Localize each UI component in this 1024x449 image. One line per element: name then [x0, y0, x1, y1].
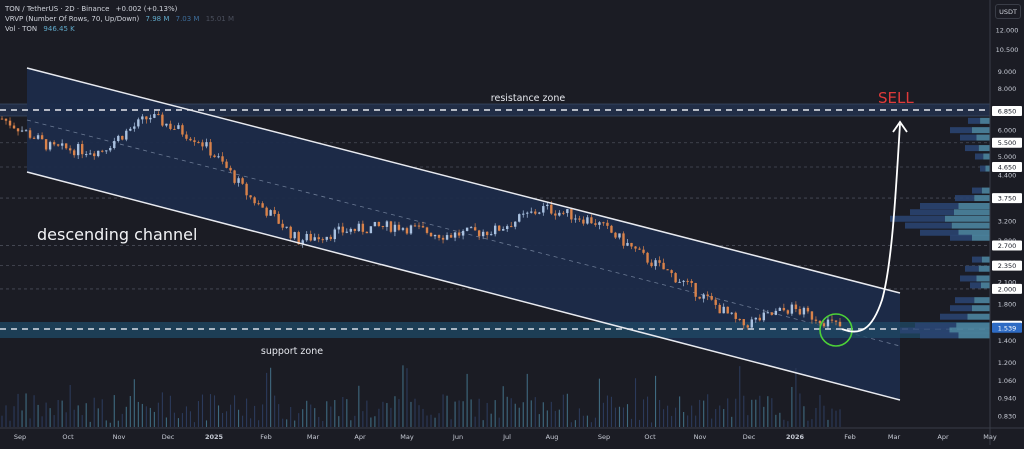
- price-tick-label: 10.500: [996, 46, 1019, 54]
- volume-bars: [1, 365, 841, 427]
- price-level-badge: 2.700: [998, 242, 1017, 250]
- price-tick-label: 5.000: [998, 153, 1017, 161]
- volume-value: 946.45 K: [43, 25, 75, 33]
- support-zone-label: support zone: [261, 346, 323, 357]
- price-level-badge: 3.750: [998, 195, 1017, 203]
- volume-profile: [890, 117, 990, 339]
- time-tick-label: Mar: [307, 433, 320, 441]
- time-tick-label: May: [983, 433, 997, 441]
- channel-lower-line[interactable]: [26, 171, 901, 401]
- price-tick-label: 12.000: [996, 27, 1019, 35]
- time-tick-label: 2025: [205, 433, 224, 441]
- arrow-head-icon: [892, 120, 908, 133]
- price-level-badge: 6.850: [998, 108, 1017, 116]
- time-tick-label: Apr: [354, 433, 366, 441]
- price-level-badge: 4.650: [998, 163, 1017, 171]
- time-tick-label: 2026: [786, 433, 805, 441]
- price-tick-label: 1.800: [998, 301, 1017, 309]
- price-tick-label: 1.200: [998, 359, 1017, 367]
- symbol-title: TON / TetherUS · 2D · Binance: [5, 5, 110, 13]
- projection-arrow[interactable]: [841, 123, 901, 333]
- price-tick-label: 1.400: [998, 337, 1017, 345]
- time-tick-label: Jul: [502, 433, 511, 441]
- price-tick-label: 9.000: [998, 68, 1017, 76]
- time-axis[interactable]: Sep Oct Nov Dec 2025 Feb Mar Apr May Jun Jul Aug Sep…: [14, 433, 997, 441]
- time-tick-label: Apr: [937, 433, 949, 441]
- candlesticks: [0, 110, 842, 330]
- price-axis[interactable]: 12.00010.5009.0008.0007.0006.0005.0004.4…: [992, 27, 1022, 421]
- price-level-badge: 2.350: [998, 262, 1017, 270]
- current-price-badge: 1.539: [998, 324, 1017, 332]
- price-tick-label: 6.000: [998, 127, 1017, 135]
- time-tick-label: May: [400, 433, 414, 441]
- time-tick-label: Sep: [598, 433, 610, 441]
- currency-button[interactable]: USDT: [995, 4, 1021, 19]
- vrvp-up-value: 7.98 M: [145, 15, 170, 23]
- price-tick-label: 2.100: [998, 278, 1017, 286]
- support-zone-band: [0, 322, 990, 338]
- symbol-row[interactable]: TON / TetherUS · 2D · Binance +0.002 (+0…: [5, 4, 234, 14]
- highlight-circle[interactable]: [819, 313, 853, 347]
- price-tick-label: 8.000: [998, 85, 1017, 93]
- price-tick-label: 1.060: [998, 377, 1017, 385]
- volume-label: Vol · TON: [5, 25, 38, 33]
- time-tick-label: Feb: [260, 433, 272, 441]
- sell-label: SELL: [878, 89, 914, 107]
- chart-legend: TON / TetherUS · 2D · Binance +0.002 (+0…: [5, 4, 234, 34]
- vrvp-down-value: 7.03 M: [175, 15, 200, 23]
- price-level-badge: 5.500: [998, 139, 1017, 147]
- vrvp-total-value: 15.01 M: [205, 15, 235, 23]
- resistance-zone-label: resistance zone: [491, 93, 566, 104]
- channel-upper-line[interactable]: [26, 67, 901, 294]
- time-tick-label: Nov: [694, 433, 707, 441]
- price-change: +0.002 (+0.13%): [115, 5, 178, 13]
- vrvp-row[interactable]: VRVP (Number Of Rows, 70, Up/Down) 7.98 …: [5, 14, 234, 24]
- time-tick-label: Oct: [644, 433, 656, 441]
- price-tick-label: 0.830: [998, 413, 1017, 421]
- time-tick-label: Jun: [452, 433, 463, 441]
- time-tick-label: Sep: [14, 433, 26, 441]
- price-level-badge: 2.000: [998, 285, 1017, 293]
- time-tick-label: Aug: [546, 433, 559, 441]
- price-tick-label: 4.400: [998, 171, 1017, 179]
- price-tick-label: 0.940: [998, 395, 1017, 403]
- time-tick-label: Oct: [62, 433, 74, 441]
- time-tick-label: Nov: [113, 433, 126, 441]
- volume-row[interactable]: Vol · TON 946.45 K: [5, 24, 234, 34]
- time-tick-label: Dec: [162, 433, 175, 441]
- vrvp-label: VRVP (Number Of Rows, 70, Up/Down): [5, 15, 140, 23]
- time-tick-label: Feb: [844, 433, 856, 441]
- time-tick-label: Dec: [743, 433, 756, 441]
- descending-channel-label: descending channel: [37, 225, 197, 244]
- price-tick-label: 3.200: [998, 217, 1017, 225]
- time-tick-label: Mar: [888, 433, 901, 441]
